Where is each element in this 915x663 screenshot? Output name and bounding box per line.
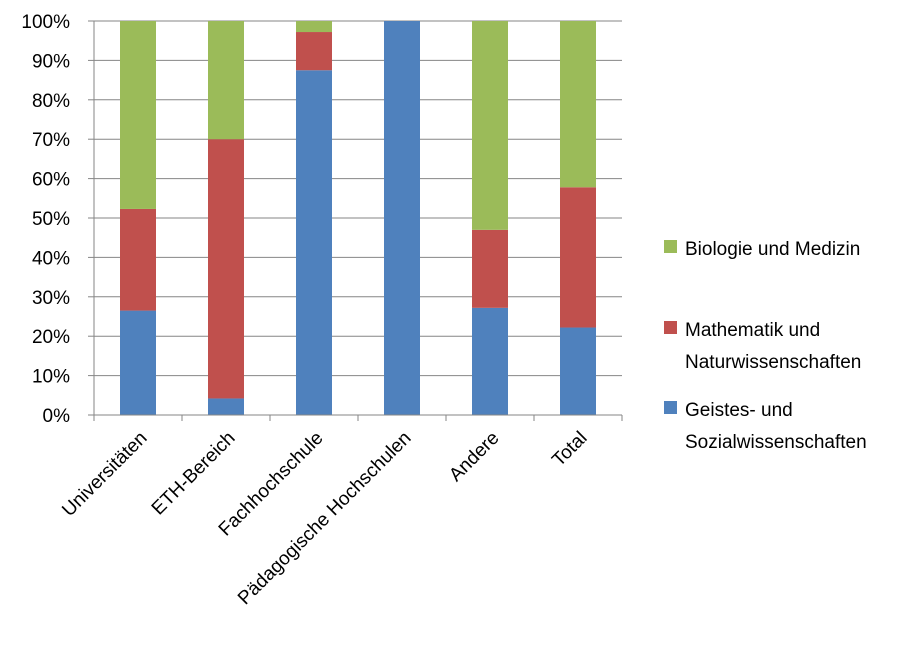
bar-segment xyxy=(208,398,244,415)
legend-label: Biologie und Medizin xyxy=(685,239,860,260)
y-tick-label: 70% xyxy=(32,130,70,151)
bar-segment xyxy=(120,310,156,415)
y-tick-label: 0% xyxy=(43,406,71,427)
legend-label: Mathematik und xyxy=(685,320,820,341)
legend-swatch xyxy=(664,240,677,253)
y-tick-label: 50% xyxy=(32,209,70,230)
bar-segment xyxy=(560,327,596,415)
legend-label: Naturwissenschaften xyxy=(685,352,861,373)
bar-segment xyxy=(560,187,596,328)
bar-segment xyxy=(296,32,332,71)
x-category-label: Universitäten xyxy=(58,428,151,521)
legend: Biologie und Medizin Mathematik und Naturw… xyxy=(664,239,867,453)
y-tick-label: 60% xyxy=(32,170,70,191)
legend-label: Sozialwissenschaften xyxy=(685,432,867,453)
bar-segment xyxy=(120,208,156,311)
y-tick-label: 10% xyxy=(32,367,70,388)
x-category-label: Total xyxy=(548,428,591,471)
y-tick-label: 40% xyxy=(32,248,70,269)
bar-segment xyxy=(208,21,244,140)
bar-segment xyxy=(208,139,244,399)
axes xyxy=(93,21,623,421)
bars xyxy=(120,21,596,415)
bar-segment xyxy=(296,21,332,33)
bar-segment xyxy=(120,21,156,209)
bar-segment xyxy=(472,307,508,415)
y-tick-label: 20% xyxy=(32,327,70,348)
legend-label: Geistes- und xyxy=(685,400,793,421)
x-category-label: Pädagogische Hochschulen xyxy=(234,428,415,609)
legend-swatch xyxy=(664,321,677,334)
bar-segment xyxy=(472,229,508,308)
x-category-label: ETH-Bereich xyxy=(148,428,240,520)
bar-segment xyxy=(296,70,332,415)
x-category-label: Andere xyxy=(445,428,503,486)
y-tick-label: 30% xyxy=(32,288,70,309)
gridlines xyxy=(94,20,622,377)
x-category-labels: UniversitätenETH-BereichFachhochschulePä… xyxy=(58,428,591,609)
bar-segment xyxy=(560,21,596,188)
y-tick-label: 90% xyxy=(32,51,70,72)
bar-segment xyxy=(384,21,420,415)
y-tick-labels: 0% 10% 20% 30% 40% 50% 60% 70% 80% 90% 100% xyxy=(21,12,94,427)
legend-swatch xyxy=(664,401,677,414)
y-tick-label: 100% xyxy=(21,12,70,33)
y-tick-label: 80% xyxy=(32,91,70,112)
bar-segment xyxy=(472,21,508,230)
